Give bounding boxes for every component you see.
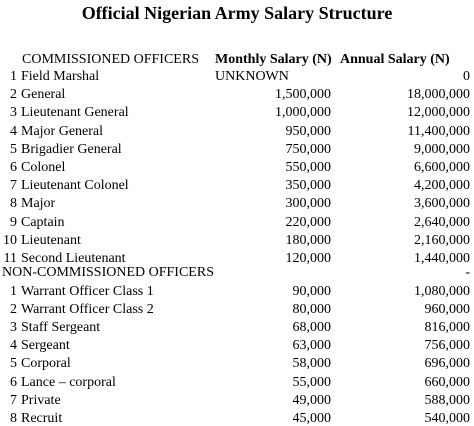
rank-number: 3: [10, 319, 17, 335]
rank-number: 7: [10, 392, 17, 408]
section-header: COMMISSIONED OFFICERS: [22, 52, 199, 67]
rank-name: Captain: [21, 214, 65, 230]
monthly-salary: UNKNOWN: [215, 69, 289, 84]
rank-number: 9: [10, 214, 17, 230]
rank-name: Lieutenant Colonel: [21, 178, 129, 194]
rank-name: Major: [21, 196, 56, 212]
annual-salary: 540,000: [424, 410, 471, 426]
monthly-salary: 80,000: [292, 301, 332, 317]
annual-salary: 696,000: [424, 356, 471, 372]
annual-salary: 2,160,000: [414, 232, 470, 248]
rank-name: Colonel: [21, 160, 66, 175]
rank-number: 10: [3, 232, 17, 248]
rank-number: 4: [10, 123, 17, 139]
rank-number: 3: [10, 105, 17, 121]
annual-salary: 588,000: [424, 392, 471, 408]
annual-salary: 2,640,000: [414, 214, 470, 230]
rank-name: Brigadier General: [21, 141, 122, 157]
annual-salary: 1,080,000: [414, 283, 470, 299]
rank-number: 1: [10, 69, 17, 84]
rank-name: Second Lieutenant: [21, 251, 126, 266]
rank-name: Warrant Officer Class 1: [21, 283, 154, 299]
rank-name: General: [21, 87, 66, 103]
rank-name: Lieutenant: [21, 232, 81, 248]
monthly-salary: 120,000: [285, 251, 332, 266]
annual-salary: 6,600,000: [414, 160, 470, 175]
rank-number: 2: [10, 87, 17, 103]
monthly-salary: 58,000: [292, 356, 332, 372]
rank-name: Field Marshal: [21, 69, 100, 84]
annual-salary: -: [465, 265, 470, 280]
rank-number: 5: [10, 141, 17, 157]
rank-name: Major General: [21, 123, 104, 139]
monthly-salary: 300,000: [285, 196, 332, 212]
monthly-salary: 49,000: [292, 392, 332, 408]
monthly-salary: 45,000: [292, 410, 332, 426]
rank-number: 7: [10, 178, 17, 194]
section-header: NON-COMMISSIONED OFFICERS: [2, 265, 214, 280]
rank-name: Sergeant: [21, 338, 70, 354]
monthly-salary: 63,000: [292, 338, 332, 354]
monthly-salary: 750,000: [285, 141, 332, 157]
rank-number: 8: [10, 196, 17, 212]
monthly-salary: 180,000: [285, 232, 332, 248]
annual-salary: 1,440,000: [414, 251, 470, 266]
rank-number: 1: [10, 283, 17, 299]
monthly-salary: 90,000: [292, 283, 332, 299]
monthly-salary: 55,000: [292, 374, 332, 390]
rank-name: Warrant Officer Class 2: [21, 301, 154, 317]
annual-salary: 816,000: [424, 319, 471, 335]
annual-salary: 0: [463, 69, 470, 84]
title: Official Nigerian Army Salary Structure: [81, 3, 393, 23]
annual-salary: 12,000,000: [407, 105, 470, 121]
annual-salary: 960,000: [424, 301, 471, 317]
rank-name: Lieutenant General: [21, 105, 129, 121]
monthly-salary: 68,000: [292, 319, 332, 335]
monthly-salary: 350,000: [285, 178, 332, 194]
rank-name: Staff Sergeant: [21, 319, 101, 335]
rank-number: 5: [10, 356, 17, 372]
rank-number: 6: [10, 374, 17, 390]
rank-number: 8: [10, 410, 17, 426]
monthly-salary: 1,000,000: [275, 105, 331, 121]
annual-salary: 756,000: [424, 338, 471, 354]
column-header: Monthly Salary (N): [215, 52, 332, 67]
rank-name: Lance – corporal: [21, 374, 116, 390]
rank-number: 4: [10, 338, 17, 354]
monthly-salary: 950,000: [285, 123, 332, 139]
annual-salary: 18,000,000: [407, 87, 470, 103]
rank-number: 11: [3, 251, 17, 266]
monthly-salary: 1,500,000: [275, 87, 331, 103]
annual-salary: 9,000,000: [414, 141, 470, 157]
monthly-salary: 220,000: [285, 214, 332, 230]
annual-salary: 4,200,000: [414, 178, 470, 194]
rank-name: Corporal: [21, 356, 71, 372]
annual-salary: 3,600,000: [414, 196, 470, 212]
rank-name: Private: [21, 392, 61, 408]
annual-salary: 11,400,000: [407, 123, 470, 139]
rank-number: 2: [10, 301, 17, 317]
rank-name: Recruit: [21, 410, 63, 426]
annual-salary: 660,000: [424, 374, 471, 390]
rank-number: 6: [10, 160, 17, 175]
column-header: Annual Salary (N): [340, 52, 450, 67]
monthly-salary: 550,000: [285, 160, 332, 175]
